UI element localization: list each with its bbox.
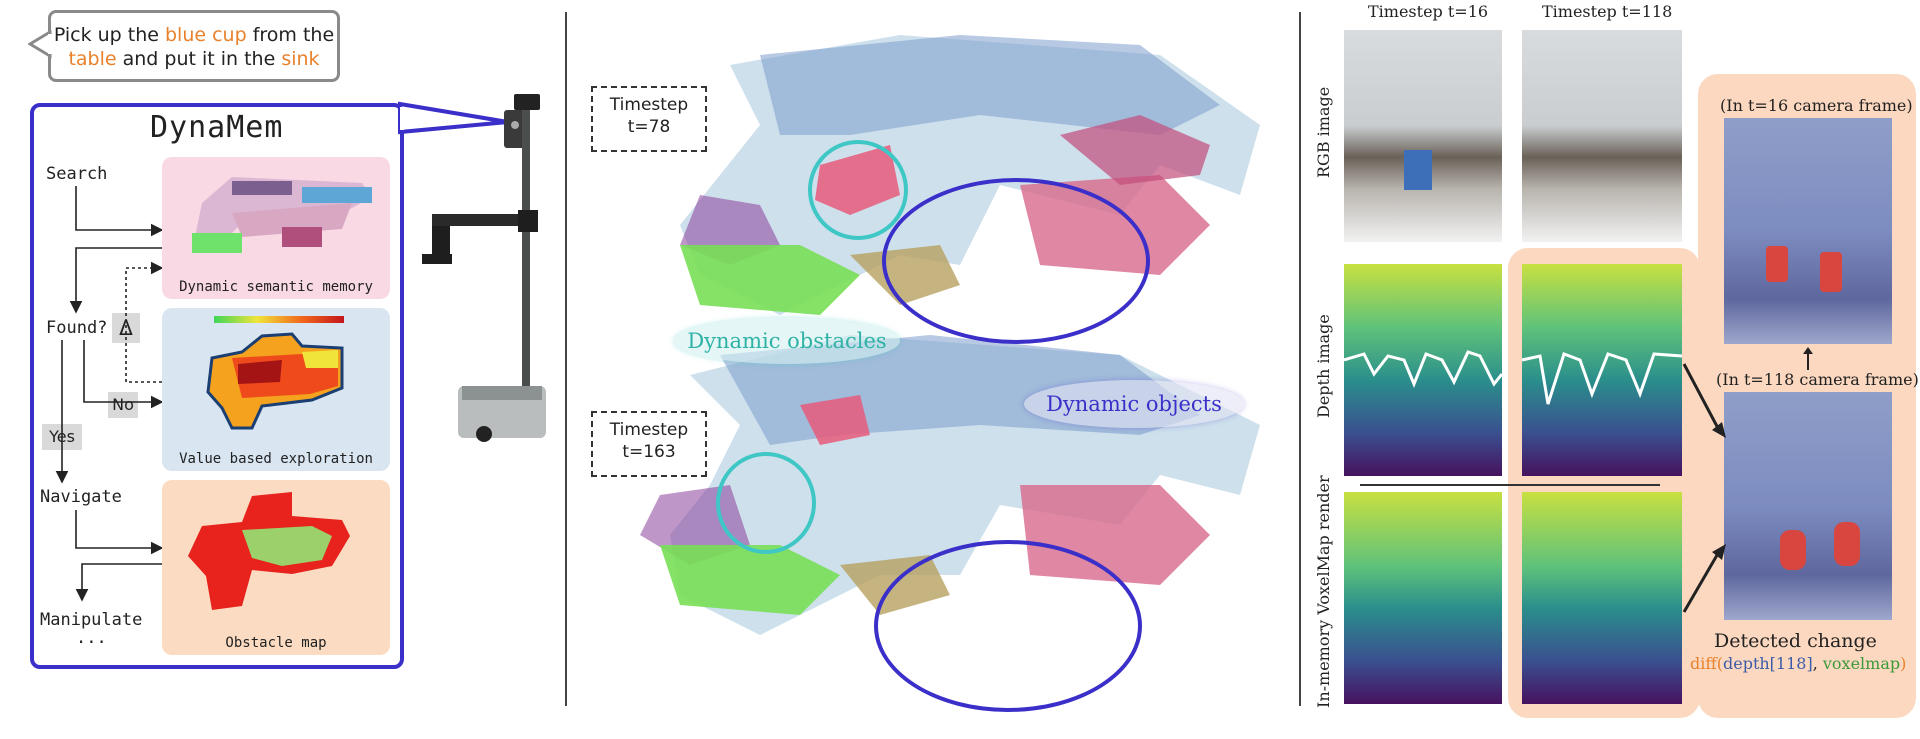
change-blob-3 bbox=[1780, 530, 1806, 570]
robot-illustration bbox=[422, 94, 546, 442]
flow-no-box: No bbox=[108, 392, 138, 418]
timestep-top-value: t=78 bbox=[627, 117, 671, 137]
instruction-location-1: table bbox=[68, 48, 117, 70]
exploration-label: Value based exploration bbox=[179, 451, 373, 467]
detected-change-title: Detected change bbox=[1714, 630, 1877, 652]
up-arrow bbox=[1803, 347, 1813, 370]
row-label-depth: Depth image bbox=[1314, 314, 1333, 418]
dynamic-objects-label: Dynamic objects bbox=[1024, 380, 1244, 428]
diff-close: ) bbox=[1900, 654, 1907, 673]
row-label-rgb: RGB image bbox=[1314, 86, 1333, 178]
flow-no: No bbox=[112, 395, 134, 414]
change-arrows bbox=[1682, 363, 1726, 613]
diff-arg-a: depth[118] bbox=[1722, 654, 1813, 673]
flow-found: Found? bbox=[46, 318, 108, 338]
flow-search: Search bbox=[46, 164, 108, 184]
instruction-location-2: sink bbox=[281, 48, 320, 70]
bubble-tail bbox=[28, 30, 52, 59]
flow-arrows bbox=[55, 186, 164, 602]
obstacle-label: Obstacle map bbox=[225, 635, 327, 651]
dynamem-panel bbox=[30, 103, 404, 669]
row-label-voxel: In-memory VoxelMap render bbox=[1314, 475, 1333, 708]
row-separator bbox=[1360, 484, 1660, 486]
timestep-bottom-label: Timestep bbox=[609, 420, 689, 440]
obstacle-circle-top bbox=[808, 140, 908, 240]
memory-card: Dynamic semantic memory bbox=[162, 157, 390, 299]
dynamic-obstacles-label: Dynamic obstacles bbox=[674, 318, 900, 364]
change-blob-1 bbox=[1766, 246, 1788, 282]
obstacle-card: Obstacle map bbox=[162, 480, 390, 655]
exploration-card: Value based exploration bbox=[162, 308, 390, 471]
diff-open: ( bbox=[1716, 654, 1723, 673]
diff-formula: diff(depth[118], voxelmap) bbox=[1690, 654, 1906, 673]
divider-left bbox=[565, 12, 567, 706]
diff-comma: , bbox=[1812, 654, 1823, 673]
voxel-render-t16 bbox=[1344, 492, 1502, 704]
diff-arg-b: voxelmap bbox=[1822, 654, 1901, 673]
change-image-t118 bbox=[1724, 392, 1892, 620]
value-colorbar bbox=[214, 316, 344, 323]
instruction-text-1: Pick up the bbox=[53, 24, 165, 46]
flow-ellipsis: ... bbox=[76, 628, 107, 648]
timestep-bottom-value: t=163 bbox=[622, 442, 676, 462]
flow-manipulate: Manipulate bbox=[40, 610, 143, 630]
timestep-label-top: Timestep t=78 bbox=[591, 86, 707, 152]
memory-pointcloud bbox=[192, 177, 372, 253]
flow-navigate: Navigate bbox=[40, 487, 122, 507]
instruction-bubble: Pick up the blue cup from the table and … bbox=[48, 10, 340, 82]
objects-ellipse-top bbox=[882, 178, 1150, 344]
change-blob-2 bbox=[1820, 252, 1842, 292]
instruction-text-2: from the bbox=[246, 24, 335, 46]
rgb-image-t118 bbox=[1522, 30, 1682, 242]
timestep-top-label: Timestep bbox=[609, 95, 689, 115]
diff-fn: diff bbox=[1690, 654, 1717, 673]
change-image-t16 bbox=[1724, 118, 1892, 344]
rgb-image-t16 bbox=[1344, 30, 1502, 242]
frame-label-t118: (In t=118 camera frame) bbox=[1716, 370, 1919, 389]
objects-ellipse-bottom bbox=[874, 540, 1142, 712]
instruction-object: blue cup bbox=[165, 24, 247, 46]
col-header-t16: Timestep t=16 bbox=[1368, 2, 1489, 21]
col-header-t118: Timestep t=118 bbox=[1542, 2, 1673, 21]
voxel-render-t118 bbox=[1522, 492, 1682, 704]
frame-label-t16: (In t=16 camera frame) bbox=[1720, 96, 1913, 115]
value-heatmap bbox=[206, 332, 344, 430]
dynamem-title: DynaMem bbox=[150, 110, 284, 145]
timestep-label-bottom: Timestep t=163 bbox=[591, 411, 707, 477]
divider-right bbox=[1299, 12, 1301, 706]
depth-edges bbox=[1344, 350, 1682, 405]
obstacle-circle-bottom bbox=[716, 452, 816, 554]
obstacle-map bbox=[188, 492, 350, 610]
panel-pointer bbox=[398, 101, 509, 135]
blue-cup bbox=[1404, 150, 1432, 190]
memory-label: Dynamic semantic memory bbox=[179, 279, 373, 295]
instruction-text-3: and put it in the bbox=[116, 48, 282, 70]
change-blob-4 bbox=[1834, 522, 1860, 566]
